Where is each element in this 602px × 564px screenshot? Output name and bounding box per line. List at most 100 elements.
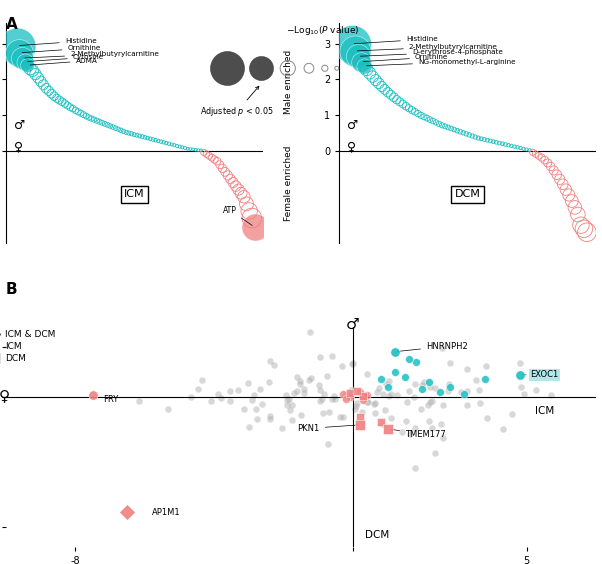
Point	[384, 377, 394, 386]
Point	[462, 364, 472, 373]
Point	[546, 162, 556, 171]
Point	[383, 424, 393, 433]
Point	[507, 142, 517, 151]
Text: ♀: ♀	[0, 389, 10, 403]
Point	[377, 420, 387, 429]
Point	[148, 135, 158, 144]
Point	[287, 416, 296, 425]
Point	[233, 385, 243, 394]
Text: HNRNPH2: HNRNPH2	[397, 342, 468, 351]
Point	[323, 371, 332, 380]
Point	[359, 61, 368, 70]
Point	[206, 396, 216, 406]
Point	[76, 109, 85, 118]
Point	[437, 344, 447, 353]
Point	[474, 134, 483, 143]
Point	[252, 404, 261, 413]
Text: $-\mathrm{Log}_{10}(P\ \mathrm{value})$: $-\mathrm{Log}_{10}(P\ \mathrm{value})$	[285, 24, 359, 37]
Point	[498, 425, 507, 434]
Point	[531, 149, 541, 158]
Point	[116, 126, 126, 135]
Point	[172, 142, 182, 151]
Point	[458, 128, 468, 137]
Point	[477, 134, 486, 143]
Point	[226, 386, 235, 395]
Point	[95, 117, 104, 126]
Point	[332, 64, 341, 73]
Point	[377, 82, 386, 91]
Point	[223, 171, 232, 180]
Point	[92, 116, 102, 125]
Point	[146, 134, 155, 143]
Point	[347, 360, 357, 369]
Point	[543, 158, 553, 168]
Point	[338, 362, 347, 371]
Point	[315, 386, 325, 395]
Text: Male enriched: Male enriched	[284, 50, 293, 114]
Point	[422, 114, 432, 123]
Point	[68, 104, 78, 113]
Point	[576, 221, 586, 230]
Point	[410, 464, 420, 473]
Point	[371, 76, 380, 85]
Point	[132, 131, 141, 140]
Point	[404, 354, 414, 363]
Point	[202, 149, 211, 158]
Point	[79, 110, 88, 119]
Point	[445, 382, 455, 391]
Point	[196, 146, 206, 155]
Point	[462, 386, 472, 395]
Point	[364, 397, 373, 406]
Point	[140, 133, 150, 142]
Point	[249, 390, 259, 399]
Point	[252, 415, 262, 424]
Point	[170, 140, 179, 149]
Point	[183, 144, 193, 153]
Point	[440, 122, 450, 131]
Point	[304, 376, 314, 385]
Point	[443, 386, 453, 395]
Point	[528, 148, 538, 157]
Point	[282, 400, 292, 409]
Point	[319, 390, 329, 399]
Point	[427, 397, 437, 406]
Text: Histidine: Histidine	[19, 38, 96, 46]
Point	[418, 384, 427, 393]
Point	[220, 168, 230, 177]
Point	[329, 392, 338, 401]
Point	[323, 440, 332, 449]
Point	[180, 143, 190, 152]
Point	[194, 384, 203, 393]
Point	[256, 64, 266, 73]
Point	[156, 137, 166, 146]
Text: ♂: ♂	[14, 118, 25, 131]
Point	[269, 360, 279, 369]
Point	[374, 79, 383, 88]
Point	[517, 382, 526, 391]
Point	[534, 151, 544, 160]
Point	[122, 128, 131, 137]
Point	[555, 175, 565, 184]
Point	[234, 185, 243, 194]
Point	[124, 129, 134, 138]
Point	[385, 391, 394, 400]
Point	[370, 409, 379, 418]
Point	[513, 143, 523, 152]
Point	[390, 347, 400, 356]
Point	[370, 399, 379, 408]
Point	[100, 120, 110, 129]
Point	[315, 352, 325, 362]
Point	[213, 389, 223, 398]
Point	[305, 327, 315, 336]
Legend: ICM & DCM, ICM, DCM: ICM & DCM, ICM, DCM	[0, 327, 60, 367]
Point	[403, 398, 412, 407]
Text: 2-Methylbutyrylcarnitine: 2-Methylbutyrylcarnitine	[358, 43, 498, 51]
Point	[455, 127, 465, 136]
Point	[36, 77, 46, 86]
Point	[277, 424, 287, 433]
Point	[359, 395, 368, 404]
Point	[418, 380, 427, 389]
Point	[376, 417, 386, 426]
Point	[55, 95, 64, 104]
Text: 2-Methylbutyrylcarnitine: 2-Methylbutyrylcarnitine	[25, 51, 159, 58]
